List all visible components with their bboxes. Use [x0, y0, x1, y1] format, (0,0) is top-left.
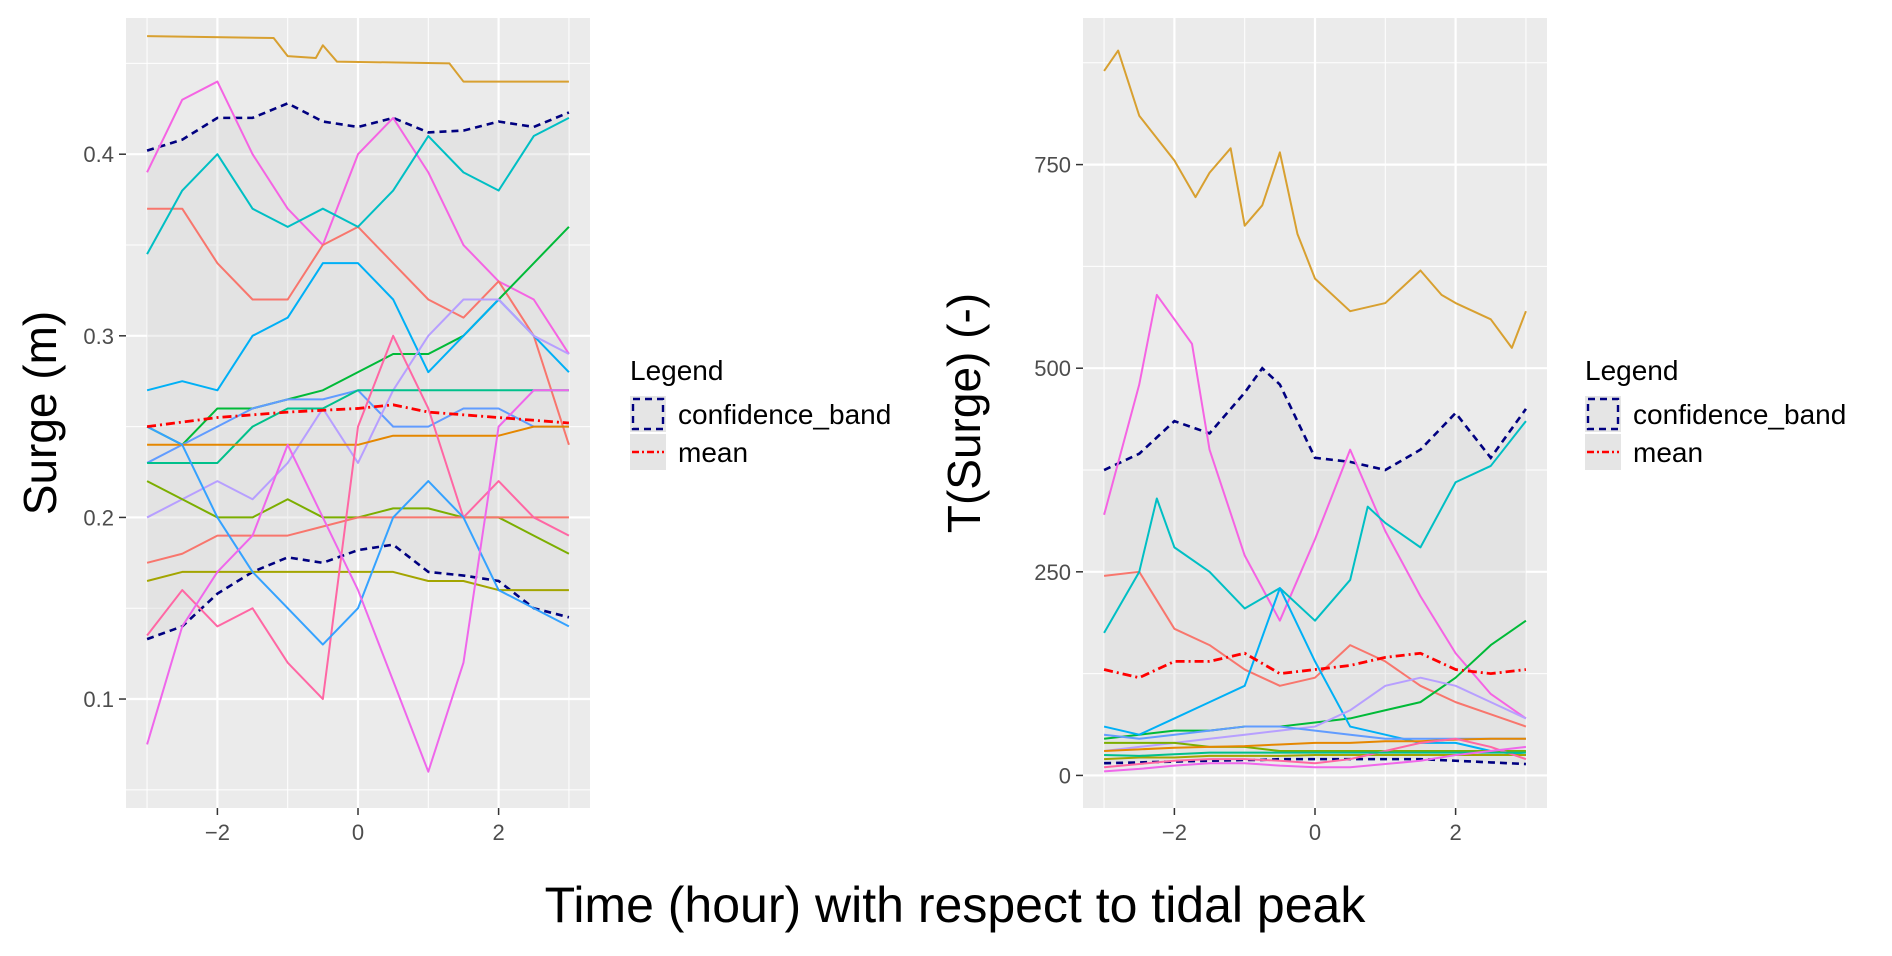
tsurge-legend-key-confidence-band-swatch — [1586, 397, 1620, 431]
series-line — [1104, 741, 1526, 752]
surge-panel: −2 0 2 0.1 0.2 0.3 0.4 Surge (m) Legend confid… — [14, 18, 891, 845]
surge-axis-ticks: −2 0 2 0.1 0.2 0.3 0.4 — [83, 142, 504, 845]
x-tick-label: 0 — [1309, 820, 1321, 845]
y-tick-label: 0.1 — [83, 687, 114, 712]
x-tick-label: −2 — [205, 820, 230, 845]
series-line — [147, 35, 569, 83]
surge-series-lines — [146, 35, 570, 773]
series-line — [1103, 587, 1527, 757]
confidence-band-area — [1104, 368, 1526, 765]
series-line — [146, 516, 569, 564]
x-tick-label: 0 — [352, 820, 364, 845]
series-line — [1103, 619, 1527, 740]
y-tick-label: 750 — [1034, 153, 1071, 178]
mean-line — [146, 403, 570, 429]
surge-legend-label-mean: mean — [678, 437, 748, 468]
series-line — [1103, 420, 1527, 634]
y-tick-label: 0.3 — [83, 324, 114, 349]
series-line — [1103, 49, 1527, 349]
tsurge-panel: −2 0 2 0 250 500 750 T(Surge) (-) Legend confi… — [938, 18, 1846, 845]
y-tick-label: 0.2 — [83, 505, 114, 530]
tsurge-legend-title: Legend — [1585, 355, 1678, 386]
common-x-axis-title: Time (hour) with respect to tidal peak — [545, 877, 1367, 933]
x-tick-label: −2 — [1162, 820, 1187, 845]
series-line — [146, 334, 570, 701]
series-line — [1104, 745, 1527, 773]
series-line — [146, 389, 569, 773]
series-line — [147, 389, 569, 464]
tsurge-legend-key-confidence-band — [1585, 396, 1621, 432]
y-tick-label: 500 — [1034, 356, 1071, 381]
confidence-band-upper-line — [146, 101, 570, 152]
tsurge-mean-line — [1103, 651, 1527, 680]
surge-mean-line — [146, 403, 570, 429]
y-tick-label: 0 — [1059, 763, 1071, 788]
series-line — [146, 298, 570, 519]
x-tick-label: 2 — [492, 820, 504, 845]
surge-legend-key-confidence-band-swatch — [631, 397, 665, 431]
tsurge-axis-ticks: −2 0 2 0 250 500 750 — [1034, 153, 1461, 845]
series-line — [146, 425, 570, 646]
surge-legend-title: Legend — [630, 355, 723, 386]
y-tick-label: 0.4 — [83, 142, 114, 167]
tsurge-legend: Legend confidence_band mean — [1585, 355, 1846, 470]
x-tick-label: 2 — [1449, 820, 1461, 845]
series-line — [146, 116, 570, 255]
tsurge-series-lines — [1103, 49, 1527, 773]
series-line — [1103, 737, 1527, 769]
surge-legend-label-confidence-band: confidence_band — [678, 399, 891, 430]
tsurge-y-axis-title: T(Surge) (-) — [938, 293, 990, 533]
tsurge-legend-label-mean: mean — [1633, 437, 1703, 468]
series-line — [147, 425, 569, 446]
mean-line — [1103, 651, 1527, 680]
confidence-band-lower-line — [146, 543, 570, 641]
surge-legend: Legend confidence_band mean — [630, 355, 891, 470]
series-line — [1103, 570, 1527, 728]
surge-y-axis-title: Surge (m) — [14, 311, 66, 515]
series-line — [1104, 751, 1526, 757]
y-tick-label: 250 — [1034, 560, 1071, 585]
series-line — [1103, 293, 1527, 720]
surge-legend-key-confidence-band — [630, 396, 666, 432]
tsurge-legend-label-confidence-band: confidence_band — [1633, 399, 1846, 430]
